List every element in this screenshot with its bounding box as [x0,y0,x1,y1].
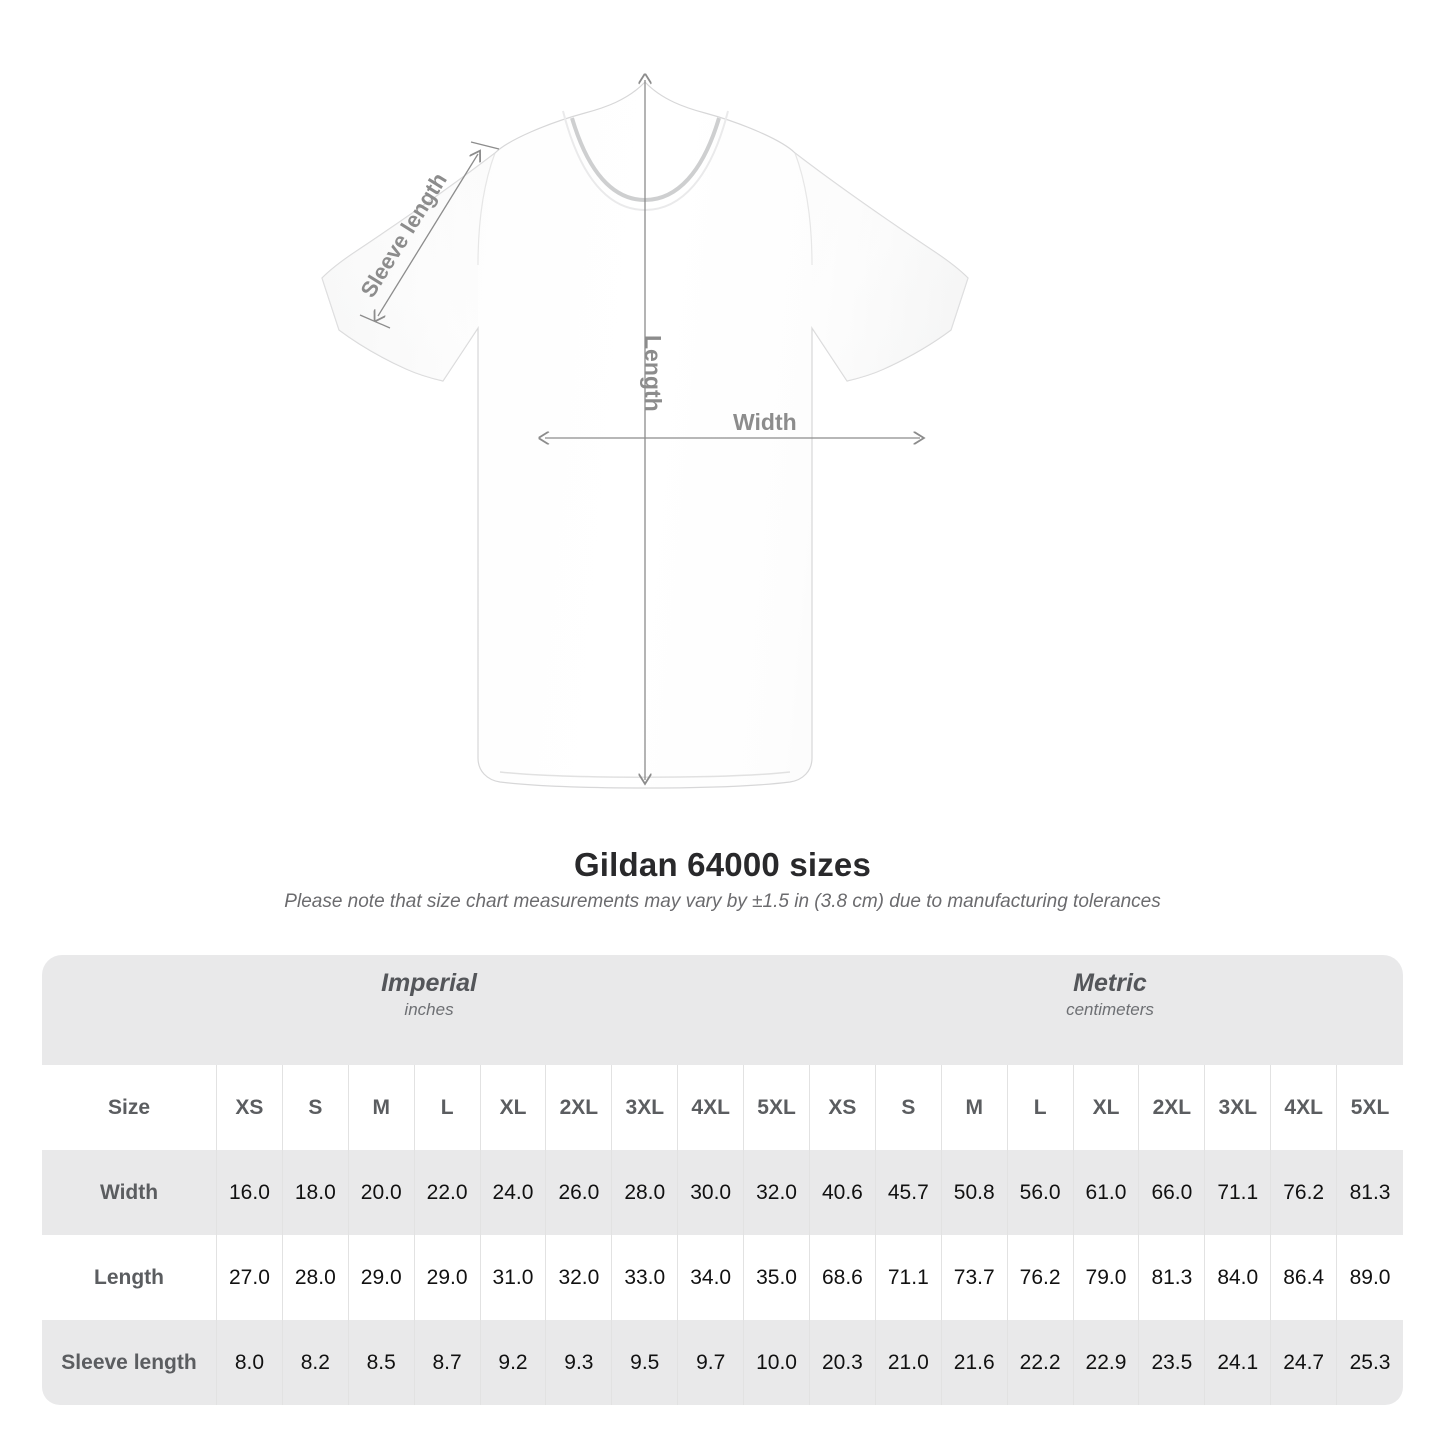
svg-text:Length: Length [640,335,666,412]
svg-text:Width: Width [733,409,797,435]
